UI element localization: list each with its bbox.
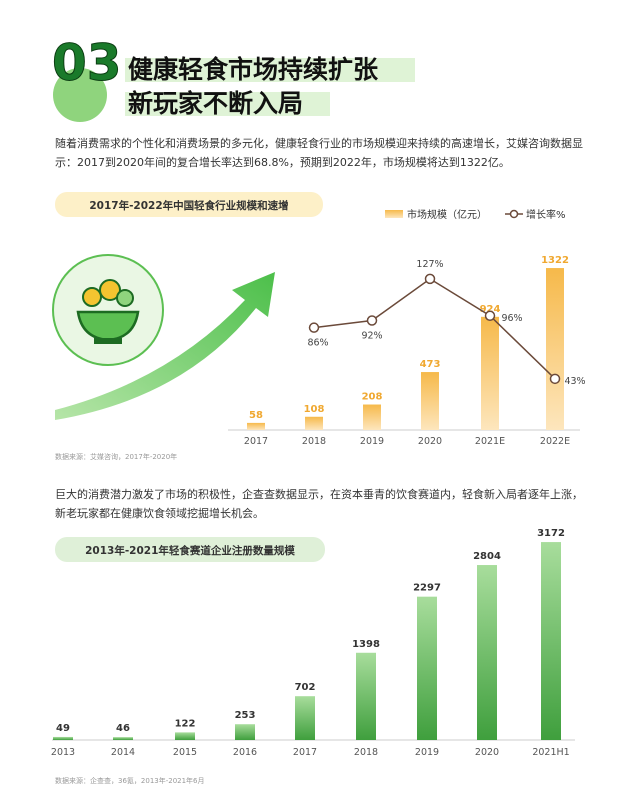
chart-title-pill: [55, 192, 323, 217]
line-point: [308, 322, 320, 333]
data-label: 58: [249, 410, 263, 421]
x-tick-label: 2016: [233, 747, 257, 758]
paragraph: 随着消费需求的个性化和消费场景的多元化，健康轻食行业的市场规模迎来持续的高速增长…: [55, 137, 583, 169]
source: 数据来源：企查查，36氪，2013年-2021年6月: [55, 776, 205, 785]
x-tick-label: 2021E: [475, 436, 505, 447]
x-tick-label: 2018: [302, 436, 326, 447]
bar: [541, 542, 561, 740]
legend-label: 增长率%: [526, 208, 566, 221]
data-label: 49: [56, 723, 70, 734]
bar: [417, 596, 437, 740]
chart-title: 2017年-2022年中国轻食行业规模和速增: [89, 199, 288, 212]
bar: [247, 422, 265, 430]
x-tick-label: 2019: [360, 436, 384, 447]
chart-title: 2013年-2021年轻食赛道企业注册数量规模: [85, 544, 295, 557]
bar: [421, 372, 439, 430]
x-tick-label: 2015: [173, 747, 197, 758]
data-label: 208: [362, 392, 383, 403]
data-label: 924: [480, 304, 501, 315]
bar: [113, 737, 133, 740]
chart-title-pill: [55, 537, 325, 562]
line-point: [424, 273, 436, 285]
header-circle: [53, 68, 107, 122]
data-label: 92%: [361, 331, 382, 342]
data-label: 46: [116, 723, 130, 734]
legend-swatch: [385, 210, 403, 218]
data-label: 1398: [352, 639, 380, 650]
x-tick-label: 2018: [354, 747, 378, 758]
bar: [235, 724, 255, 740]
data-label: 3172: [537, 528, 565, 539]
data-label: 2297: [413, 583, 441, 594]
bar: [356, 652, 376, 740]
data-label: 108: [304, 404, 325, 415]
data-label: 1322: [541, 255, 569, 266]
growth-arrow: [55, 272, 275, 420]
data-label: 253: [235, 710, 256, 721]
data-label: 43%: [564, 376, 585, 387]
x-tick-label: 2017: [244, 436, 268, 447]
bar: [305, 416, 323, 430]
data-label: 96%: [501, 313, 522, 324]
bar: [363, 404, 381, 430]
x-tick-label: 2020: [475, 747, 499, 758]
data-label: 702: [295, 682, 316, 693]
line-point: [549, 373, 561, 385]
bar: [175, 732, 195, 740]
line-point: [484, 310, 496, 322]
bar: [481, 316, 499, 430]
section-number: 03: [52, 34, 122, 92]
bar: [295, 696, 315, 740]
legend-marker: [509, 209, 519, 219]
bar: [546, 268, 564, 430]
legend-label: 市场规模（亿元）: [407, 208, 487, 221]
salad-icon: [76, 279, 140, 344]
title-highlight: [125, 58, 415, 82]
title-highlight: [125, 92, 330, 116]
x-tick-label: 2021H1: [532, 747, 569, 758]
data-label: 473: [420, 359, 441, 370]
data-label: 122: [175, 718, 196, 729]
source: 数据来源：艾媒咨询，2017年-2020年: [55, 452, 177, 461]
x-tick-label: 2020: [418, 436, 442, 447]
x-tick-label: 2013: [51, 747, 75, 758]
data-label: 2804: [473, 551, 501, 562]
bar: [53, 736, 73, 740]
x-tick-label: 2017: [293, 747, 317, 758]
line-point: [366, 315, 378, 326]
section-title: 健康轻食市场持续扩张: [128, 55, 379, 84]
x-tick-label: 2014: [111, 747, 135, 758]
x-tick-label: 2019: [415, 747, 439, 758]
data-label: 127%: [416, 259, 443, 270]
section-title: 新玩家不断入局: [128, 89, 303, 118]
bar: [477, 565, 497, 740]
data-label: 86%: [307, 338, 328, 349]
paragraph: 巨大的消费潜力激发了市场的积极性，企查查数据显示，在资本垂青的饮食赛道内，轻食新…: [55, 488, 583, 520]
x-tick-label: 2022E: [540, 436, 570, 447]
icon-circle: [52, 254, 164, 366]
